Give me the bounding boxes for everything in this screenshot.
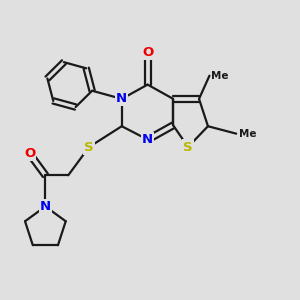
Text: Me: Me: [211, 71, 228, 81]
Text: S: S: [84, 140, 94, 154]
Text: N: N: [142, 133, 153, 146]
Text: O: O: [142, 46, 153, 59]
Text: Me: Me: [238, 129, 256, 139]
Text: O: O: [24, 147, 35, 161]
Text: N: N: [40, 200, 51, 213]
Text: S: S: [183, 140, 193, 154]
Text: N: N: [116, 92, 127, 105]
